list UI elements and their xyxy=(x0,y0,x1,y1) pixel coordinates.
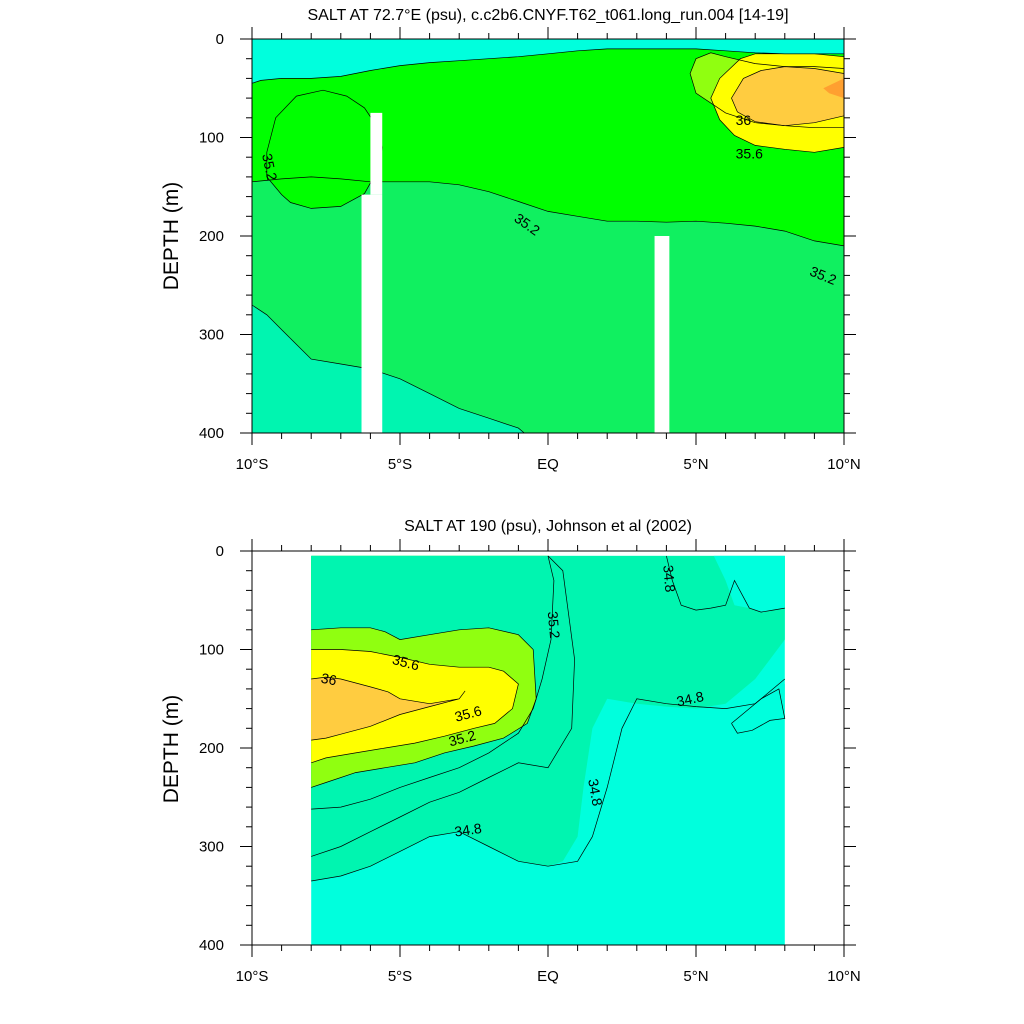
contour-line-36 xyxy=(731,66,844,127)
contour-line-34.8 xyxy=(252,48,844,84)
y-tick-label: 0 xyxy=(216,543,224,560)
contour-label: 34.8 xyxy=(675,688,705,709)
salinity-band-35 xyxy=(252,305,525,433)
x-tick-label: 5°S xyxy=(388,968,412,985)
panel-title: SALT AT 190 (psu), Johnson et al (2002) xyxy=(404,518,692,535)
contour-line-35.4 xyxy=(311,627,537,788)
missing-data-mask xyxy=(370,112,383,195)
contour-line-35 xyxy=(311,555,575,857)
x-tick-label: 10°N xyxy=(827,456,861,473)
x-tick-label: 5°S xyxy=(388,456,412,473)
contour-line-35.2 xyxy=(252,176,844,247)
x-tick-label: 5°N xyxy=(683,456,708,473)
low-salinity-patch xyxy=(713,555,785,613)
y-tick-label: 400 xyxy=(199,425,224,442)
model-salinity-panel: SALT AT 72.7°E (psu), c.c2b6.CNYF.T62_t0… xyxy=(160,7,861,473)
contour-label: 35.2 xyxy=(259,152,280,182)
contour-label: 35.2 xyxy=(447,727,478,750)
x-tick-label: EQ xyxy=(537,968,559,985)
salinity-band-35.8 xyxy=(311,677,466,741)
missing-data-mask xyxy=(654,236,670,433)
contour-label: 35.6 xyxy=(391,651,422,674)
y-tick-label: 200 xyxy=(199,740,224,757)
y-tick-label: 0 xyxy=(216,31,224,48)
salinity-band-35.4 xyxy=(266,90,383,209)
x-tick-label: 10°S xyxy=(236,456,269,473)
contour-line-34.8 xyxy=(666,555,785,613)
y-axis-title: DEPTH (m) xyxy=(160,182,183,291)
contour-line-35.6 xyxy=(710,53,844,153)
contour-line-35.2 xyxy=(311,555,555,810)
contour-label: 36 xyxy=(320,670,339,689)
observed-salinity-panel: SALT AT 190 (psu), Johnson et al (2002) … xyxy=(160,518,861,985)
x-tick-label: 10°N xyxy=(827,968,861,985)
contour-line-34.8 xyxy=(731,688,786,734)
contour-label: 35.2 xyxy=(545,611,563,640)
low-salinity-patch xyxy=(731,684,785,734)
y-tick-label: 100 xyxy=(199,642,224,659)
contour-line-34.8 xyxy=(311,678,786,882)
contour-label: 35.6 xyxy=(736,145,763,161)
contour-label: 34.8 xyxy=(453,820,482,840)
salinity-band-35.2 xyxy=(252,176,844,433)
contour-label: 34.8 xyxy=(660,564,678,593)
x-tick-label: 10°S xyxy=(236,968,269,985)
contour-line-35.6 xyxy=(311,649,519,764)
contour-line-36 xyxy=(311,676,466,741)
missing-data-mask xyxy=(361,194,383,433)
panel-title: SALT AT 72.7°E (psu), c.c2b6.CNYF.T62_t0… xyxy=(307,7,788,24)
contour-label: 34.8 xyxy=(585,778,606,808)
y-tick-label: 300 xyxy=(199,839,224,856)
salinity-band-36 xyxy=(823,78,844,99)
y-tick-label: 400 xyxy=(199,937,224,954)
y-tick-label: 100 xyxy=(199,130,224,147)
salinity-band-35.8 xyxy=(731,66,844,126)
y-axis-title: DEPTH (m) xyxy=(160,695,183,804)
x-tick-label: EQ xyxy=(537,456,559,473)
y-tick-label: 300 xyxy=(199,327,224,344)
contour-label: 35.6 xyxy=(453,702,484,725)
y-tick-label: 200 xyxy=(199,228,224,245)
contour-label: 36 xyxy=(736,112,752,128)
x-tick-label: 5°N xyxy=(683,968,708,985)
